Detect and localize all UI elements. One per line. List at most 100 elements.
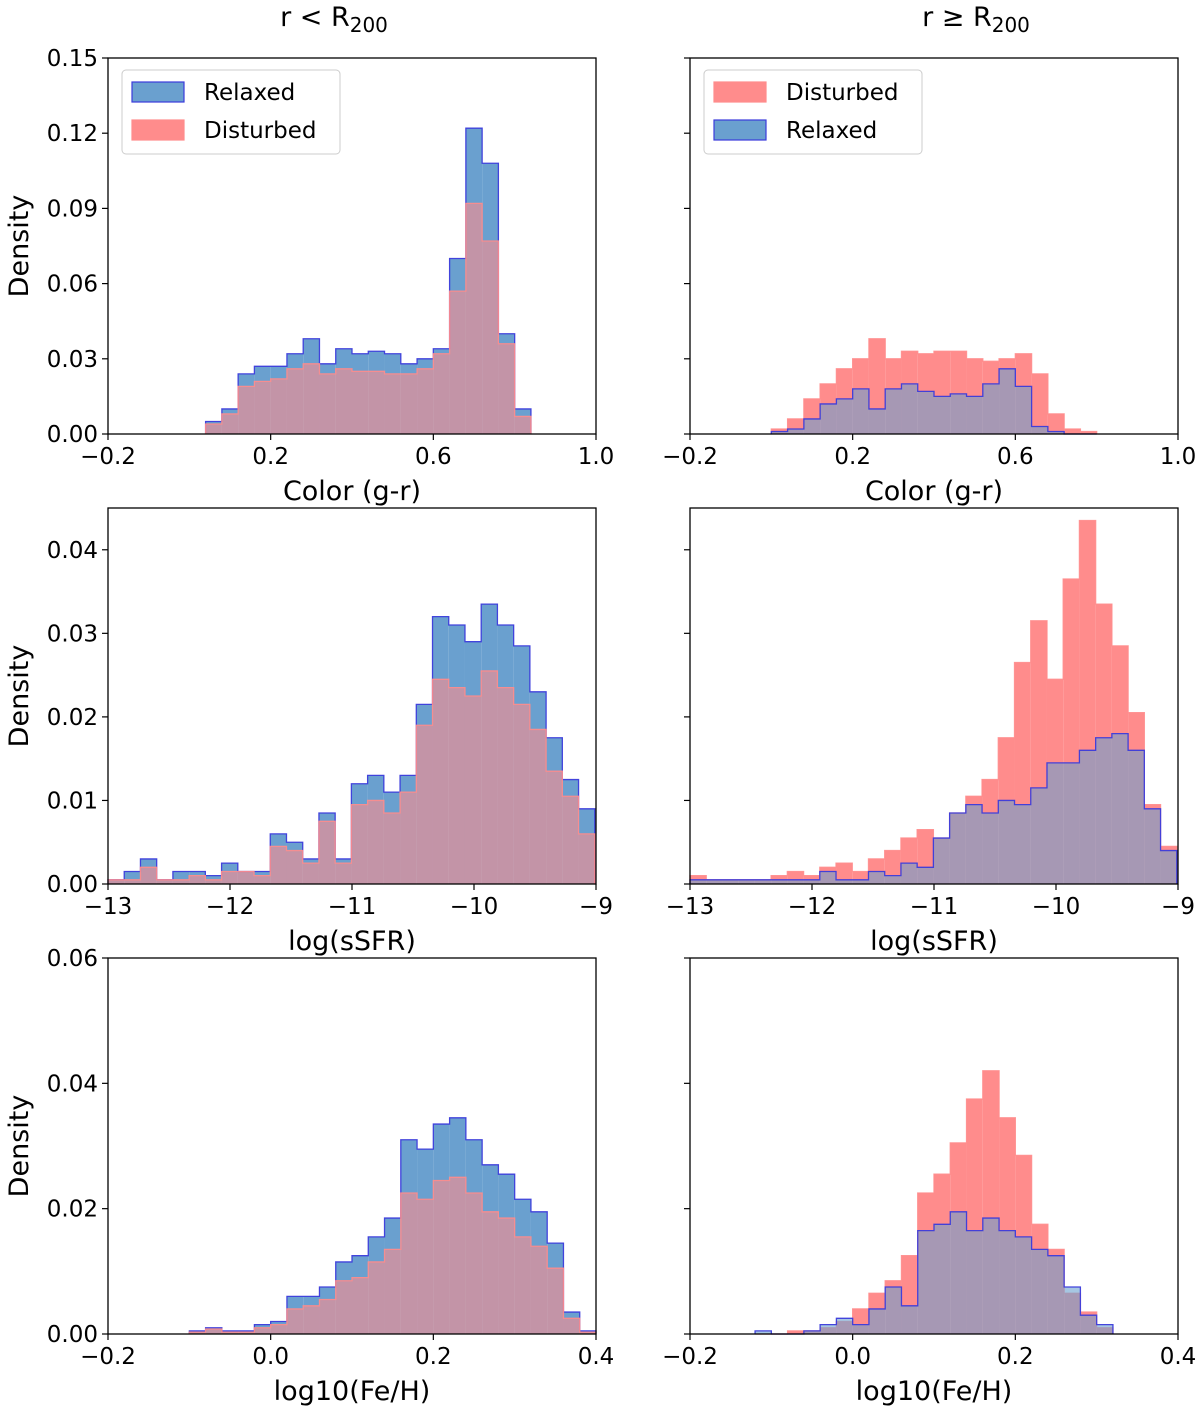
legend-swatch-relaxed <box>713 119 767 141</box>
histogram-bar <box>949 812 966 884</box>
x-tick-label: −10 <box>450 894 499 920</box>
histogram-bar <box>885 388 902 434</box>
histogram-bar <box>950 1211 967 1334</box>
histogram-bar <box>1015 1236 1032 1334</box>
histogram-bar <box>254 875 271 884</box>
histogram-bar <box>1015 386 1032 434</box>
x-tick-label: 1.0 <box>578 444 615 470</box>
x-tick-label: −9 <box>579 894 613 920</box>
histogram-bar <box>449 291 466 434</box>
histogram-bar <box>140 867 157 884</box>
chart-panel-0-0: −0.2 0.2 0.6 1.0 0.00 0.03 0.06 0.09 0.12 0.15 Col… <box>4 46 614 507</box>
histogram-bar <box>1046 762 1064 884</box>
histogram-bar <box>482 240 499 434</box>
histogram-bar <box>803 1330 821 1334</box>
x-tick-label: 0.6 <box>415 444 452 470</box>
histogram-outline-relaxed <box>188 1117 597 1334</box>
legend-swatch-disturbed <box>713 81 767 103</box>
histogram-bar <box>481 670 498 884</box>
histogram-bar <box>1128 750 1145 884</box>
legend-swatch-disturbed <box>131 119 185 141</box>
histogram-bar <box>982 1218 1000 1334</box>
histogram-bar <box>449 1177 466 1334</box>
column-title-outside: r ≥ R200 <box>922 2 1030 37</box>
histogram-bar <box>547 1268 564 1334</box>
histogram-bar <box>706 879 723 884</box>
x-tick-label: 0.2 <box>415 1344 452 1370</box>
histogram-bar <box>836 879 853 884</box>
histogram-bar <box>108 879 125 884</box>
histogram-outline-disturbed <box>107 670 596 884</box>
histogram-bar <box>238 1332 255 1334</box>
histogram-bar <box>529 729 547 884</box>
histogram-bar <box>465 1193 483 1334</box>
x-tick-label: 0.2 <box>252 444 289 470</box>
histogram-bar <box>836 1318 853 1334</box>
histogram-bar <box>417 368 434 434</box>
x-tick-label: −0.2 <box>80 1344 136 1370</box>
histogram-bar <box>124 879 141 884</box>
y-tick-label: 0.03 <box>47 347 98 373</box>
histogram-bar <box>254 1327 271 1334</box>
y-tick-label: 0.00 <box>47 872 98 898</box>
histogram-bar <box>205 879 222 884</box>
histogram-bar <box>1063 762 1080 884</box>
histogram-bar <box>934 1224 951 1334</box>
histogram-bar <box>771 879 788 884</box>
y-tick-label: 0.03 <box>47 621 98 647</box>
x-tick-label: −12 <box>788 894 837 920</box>
histogram-bar <box>852 388 869 434</box>
axes-frame <box>107 57 597 435</box>
x-tick-label: 0.2 <box>997 1344 1034 1370</box>
histogram-series-relaxed <box>754 1211 1114 1335</box>
histogram-bar <box>156 879 173 884</box>
histogram-bar <box>1160 850 1177 884</box>
histogram-bar <box>318 821 336 884</box>
chart-panel-1-0: −13 −12 −11 −10 −9 0.00 0.01 0.02 0.03 0.04 log(sS… <box>4 507 613 957</box>
histogram-bar <box>497 687 514 884</box>
histogram-bar <box>690 879 707 884</box>
histogram-bar <box>901 383 918 434</box>
histogram-bar <box>237 871 255 884</box>
histogram-bar <box>335 1280 352 1334</box>
chart-panel-2-0: −0.2 0.0 0.2 0.4 0.00 0.02 0.04 0.06 log10(Fe/H)… <box>4 946 614 1407</box>
histogram-bar <box>1080 1315 1097 1334</box>
histogram-bar <box>482 1211 499 1334</box>
x-axis-label: Color (g-r) <box>283 476 421 507</box>
histogram-bar <box>416 725 433 884</box>
histogram-bar <box>448 687 465 884</box>
histogram-series-disturbed <box>188 1176 597 1334</box>
histogram-bar <box>868 408 886 434</box>
y-tick-label: 0.06 <box>47 272 98 298</box>
histogram-bar <box>771 431 788 434</box>
histogram-bar <box>1079 750 1096 884</box>
histogram-bar <box>917 391 934 434</box>
histogram-bar <box>1047 431 1065 434</box>
histogram-bar <box>319 373 336 434</box>
histogram-bar <box>400 373 418 434</box>
histogram-bar <box>982 383 1000 434</box>
histogram-bar <box>579 1332 596 1334</box>
histogram-bar <box>787 1330 804 1334</box>
histogram-bar <box>270 378 287 434</box>
legend-label-relaxed: Relaxed <box>204 80 295 106</box>
x-tick-label: −13 <box>84 894 133 920</box>
x-tick-label: 1.0 <box>1160 444 1197 470</box>
histogram-outline-disturbed <box>204 202 532 434</box>
histogram-outline-disturbed <box>770 338 1098 434</box>
y-tick-label: 0.02 <box>47 705 98 731</box>
x-axis-label: log10(Fe/H) <box>856 1376 1013 1407</box>
histogram-bar <box>755 1330 772 1334</box>
y-axis-label: Density <box>4 1095 35 1198</box>
y-tick-label: 0.00 <box>47 1322 98 1348</box>
histogram-bar <box>803 418 821 434</box>
histogram-bar <box>819 871 837 884</box>
histogram-bar <box>286 1308 304 1334</box>
histogram-bar <box>999 368 1016 434</box>
histogram-outline-relaxed <box>107 603 596 884</box>
histogram-bar <box>367 800 384 884</box>
histogram-bar <box>286 368 304 434</box>
histogram-bar <box>384 373 401 434</box>
histogram-bar <box>368 371 385 434</box>
histogram-bar <box>513 704 530 884</box>
